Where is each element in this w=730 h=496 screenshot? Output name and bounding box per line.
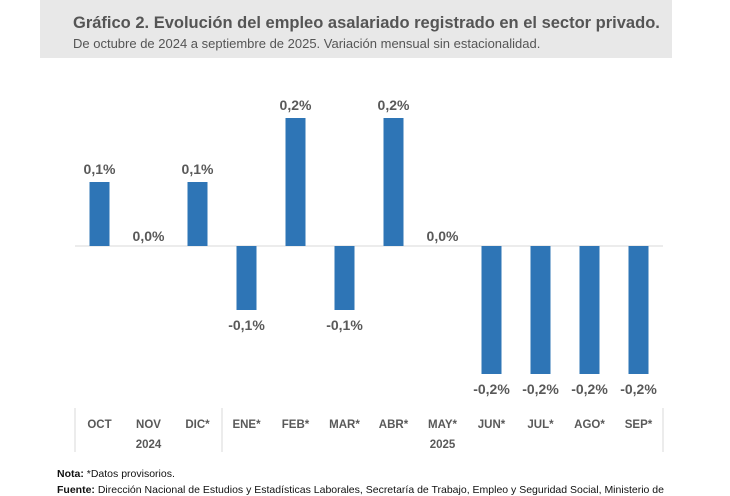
- bar-4: [285, 118, 306, 246]
- x-tick-label-8: JUN*: [478, 419, 506, 431]
- source-label: Fuente:: [57, 484, 95, 496]
- bar-10: [579, 246, 600, 374]
- chart-header: Gráfico 2. Evolución del empleo asalaria…: [40, 0, 672, 58]
- data-label-8: -0,2%: [473, 381, 510, 397]
- bar-8: [481, 246, 502, 374]
- x-tick-label-4: FEB*: [282, 419, 310, 431]
- bar-2: [187, 182, 208, 246]
- data-label-10: -0,2%: [571, 381, 608, 397]
- note: Nota: *Datos provisorios.: [57, 468, 175, 480]
- bar-3: [236, 246, 257, 310]
- year-label-1: 2025: [430, 439, 456, 451]
- x-tick-label-0: OCT: [87, 419, 111, 431]
- bar-11: [628, 246, 649, 374]
- data-label-6: 0,2%: [378, 97, 410, 113]
- year-label-0: 2024: [136, 439, 162, 451]
- data-label-0: 0,1%: [84, 161, 116, 177]
- chart-title: Gráfico 2. Evolución del empleo asalaria…: [73, 14, 660, 32]
- x-tick-label-5: MAR*: [329, 419, 360, 431]
- data-label-5: -0,1%: [326, 317, 363, 333]
- x-tick-label-9: JUL*: [527, 419, 554, 431]
- x-tick-label-3: ENE*: [232, 419, 261, 431]
- x-tick-label-2: DIC*: [185, 419, 210, 431]
- data-label-2: 0,1%: [182, 161, 214, 177]
- bar-6: [383, 118, 404, 246]
- data-label-1: 0,0%: [133, 228, 165, 244]
- data-label-9: -0,2%: [522, 381, 559, 397]
- bar-9: [530, 246, 551, 374]
- x-tick-label-6: ABR*: [379, 419, 409, 431]
- x-tick-label-1: NOV: [136, 419, 161, 431]
- bar-0: [89, 182, 110, 246]
- bar-5: [334, 246, 355, 310]
- source-text: Dirección Nacional de Estudios y Estadís…: [94, 484, 664, 496]
- source: Fuente: Dirección Nacional de Estudios y…: [57, 484, 664, 496]
- data-label-7: 0,0%: [427, 228, 459, 244]
- note-label: Nota:: [57, 468, 84, 480]
- x-tick-label-10: AGO*: [574, 419, 605, 431]
- data-label-4: 0,2%: [280, 97, 312, 113]
- x-tick-label-11: SEP*: [625, 419, 653, 431]
- data-label-3: -0,1%: [228, 317, 265, 333]
- chart-subtitle: De octubre de 2024 a septiembre de 2025.…: [73, 36, 541, 51]
- x-tick-label-7: MAY*: [428, 419, 457, 431]
- note-text: *Datos provisorios.: [83, 468, 175, 480]
- data-label-11: -0,2%: [620, 381, 657, 397]
